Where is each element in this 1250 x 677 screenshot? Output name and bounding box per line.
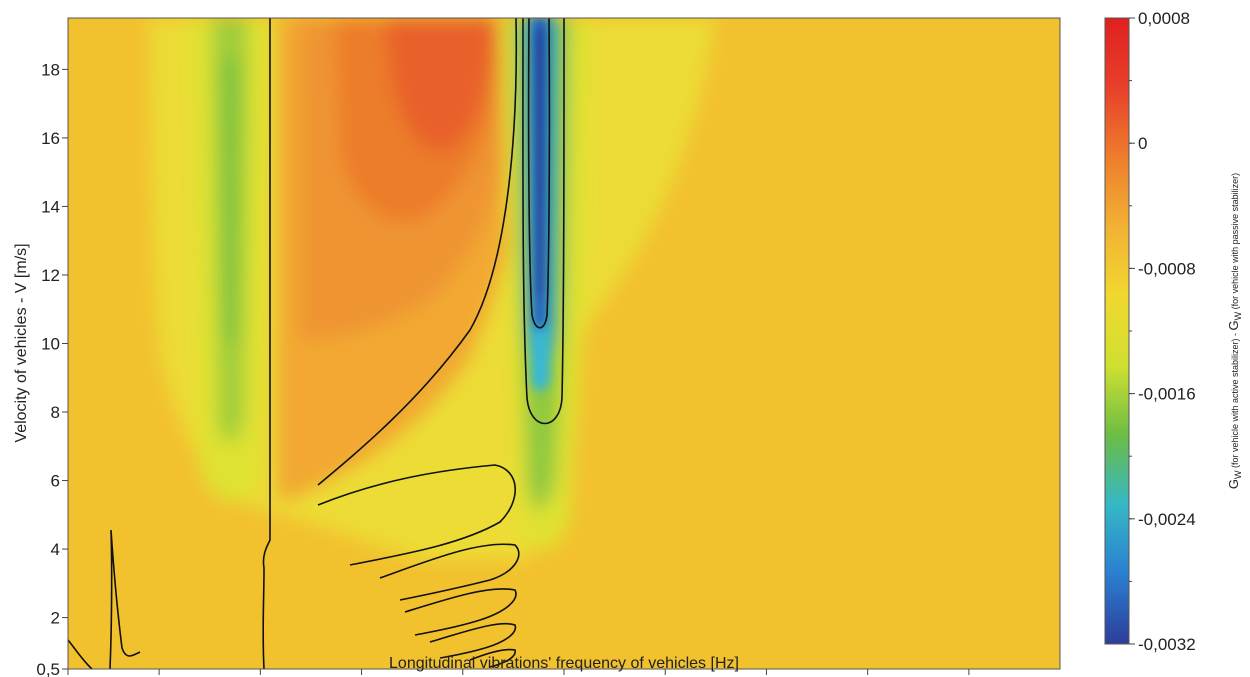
x-tick-label: 1,5 [350,675,374,677]
colorbar-ticks: 0,0008 0 -0,0008 -0,0016 -0,0024 -0,0032 [1129,9,1196,654]
colorbar-tick-label: -0,0032 [1138,635,1196,654]
y-axis-ticks: 0,5 2 4 6 8 10 12 14 16 18 [36,60,68,677]
trough-core [528,18,552,392]
contour-lines [68,18,565,669]
x-tick-label: 0,05 [51,675,84,677]
region-red [385,18,495,152]
x-tick-label: 3 [660,675,669,677]
x-tick-label: 0,5 [147,675,171,677]
y-tick-label: 10 [41,335,60,354]
y-tick-label: 4 [51,540,60,559]
y-tick-label: 6 [51,472,60,491]
colorbar-tick-label: -0,0008 [1138,259,1196,278]
colorbar-gradient [1104,17,1130,645]
contour-loop-4 [429,622,517,659]
y-tick-label: 18 [41,60,60,79]
y-tick-label: 16 [41,129,60,148]
colorbar-tick-label: 0 [1138,134,1147,153]
y-tick-label: 2 [51,609,60,628]
contour-loop-3 [404,588,517,636]
contour-vertical-1hz [262,18,271,669]
colorbar: 0,0008 0 -0,0008 -0,0016 -0,0024 -0,0032 GW (… [1104,9,1243,654]
contour-trough-inner [527,18,551,329]
x-tick-label: 4,5 [957,675,981,677]
y-tick-label: 12 [41,266,60,285]
x-tick-label: 1 [256,675,265,677]
y-tick-label: 0,5 [36,660,60,677]
contour-loop-5 [469,648,516,668]
x-axis-title: Longitudinal vibrations' frequency of ve… [389,655,739,672]
trough-deep-blue [533,30,547,298]
x-tick-label: 2 [458,675,467,677]
contour-small-loop [109,529,141,669]
x-tick-label: 4 [863,675,872,677]
x-tick-label: 3,5 [755,675,779,677]
band-green-core [222,60,240,345]
colorbar-tick-label: -0,0024 [1138,510,1196,529]
plot-area [68,18,1060,669]
y-tick-label: 8 [51,403,60,422]
contour-big-loop [317,18,518,486]
y-axis-title: Velocity of vehicles - V [m/s] [13,243,30,442]
contour-trough-outer [522,18,565,425]
colorbar-tick-label: 0,0008 [1138,9,1190,28]
y-tick-label: 14 [41,197,60,216]
contour-loop-2 [379,543,520,601]
x-tick-label: 2,5 [552,675,576,677]
x-axis-ticks: 0,05 0,5 1 1,5 2 2,5 3 3,5 4 4,5 [51,669,981,677]
colorbar-tick-label: -0,0016 [1138,385,1196,404]
contour-loop-1 [317,464,516,566]
colorbar-title: GW (for vehicle with active stabilizer) … [1226,173,1243,489]
contour-left-edge [68,639,93,669]
